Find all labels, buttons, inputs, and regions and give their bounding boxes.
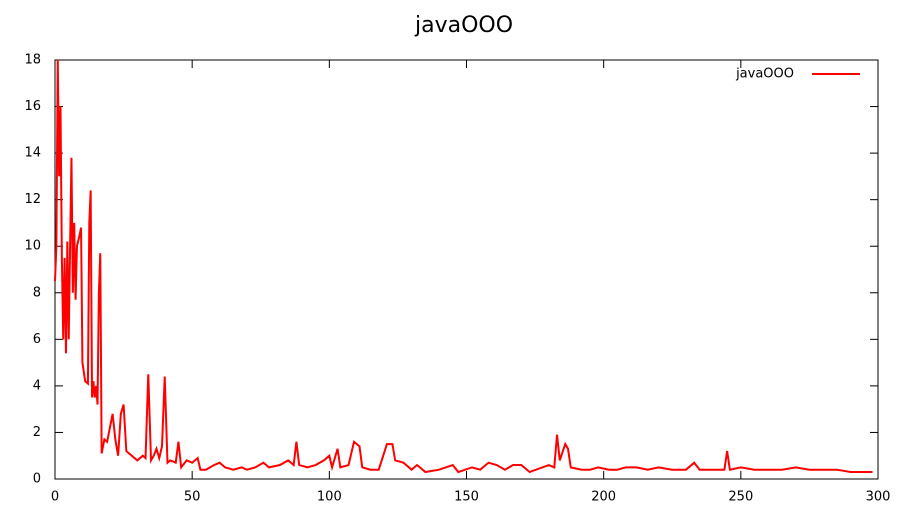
y-tick-label: 12 [24,192,41,207]
x-tick-label: 50 [184,490,201,505]
x-tick-label: 150 [454,490,479,505]
y-tick-label: 0 [33,472,41,487]
x-tick-label: 200 [591,490,616,505]
plot-border [54,59,879,480]
y-tick-label: 2 [33,425,41,440]
y-tick-label: 14 [24,146,41,161]
x-tick-label: 300 [866,490,891,505]
x-tick-label: 100 [317,490,342,505]
y-tick-label: 6 [33,332,41,347]
y-tick-label: 8 [33,285,41,300]
x-tick-label: 250 [728,490,753,505]
y-tick-label: 18 [24,53,41,68]
data-line [54,59,873,474]
y-tick-label: 4 [33,378,41,393]
legend-label: javaOOO [735,67,794,82]
y-tick-label: 10 [24,239,41,254]
x-tick-label: 0 [51,490,59,505]
y-tick-label: 16 [24,99,41,114]
chart-title: javaOOO [414,13,513,38]
